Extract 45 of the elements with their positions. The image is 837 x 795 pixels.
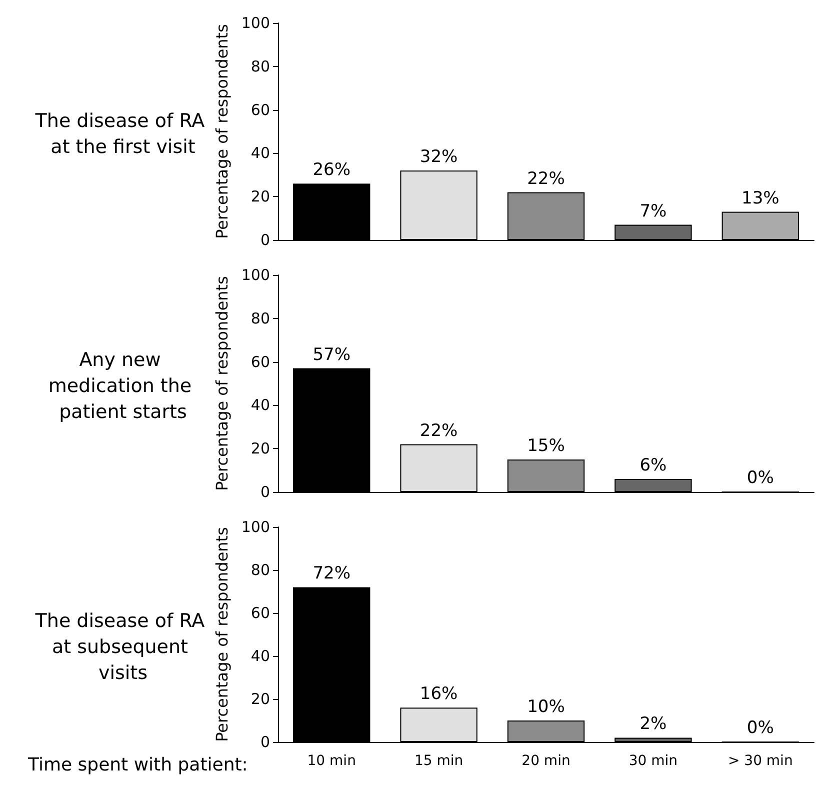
y-tick-label: 60 xyxy=(250,352,270,371)
text: The disease of RA at subsequent visits xyxy=(34,610,211,684)
y-tick-label: 0 xyxy=(260,483,270,501)
y-tick-label: 20 xyxy=(250,690,270,708)
y-tick-label: 80 xyxy=(250,309,270,328)
data-label: 57% xyxy=(312,344,350,365)
y-tick-label: 80 xyxy=(250,561,270,579)
data-label: 13% xyxy=(742,188,780,208)
data-label: 15% xyxy=(527,436,565,456)
y-tick-label: 80 xyxy=(250,57,270,76)
y-tick-label: 100 xyxy=(241,14,270,32)
data-label: 0% xyxy=(746,718,774,738)
y-tick-label: 100 xyxy=(241,266,270,284)
data-label: 72% xyxy=(312,564,350,584)
data-label: 16% xyxy=(420,684,458,704)
y-tick-label: 60 xyxy=(250,604,270,622)
y-tick-label: 40 xyxy=(250,647,270,665)
x-tick-label: 10 min xyxy=(307,753,356,769)
data-label: 10% xyxy=(527,697,565,717)
data-label: 26% xyxy=(312,160,350,180)
y-tick-label: 60 xyxy=(250,100,270,119)
data-label: 2% xyxy=(640,714,667,734)
x-tick-label: 20 min xyxy=(522,753,570,769)
x-axis-title: Time spent with patient: xyxy=(27,754,248,776)
text: The disease of RA at the first visit xyxy=(34,110,211,158)
data-label: 22% xyxy=(527,168,565,189)
y-axis-title: Percentage of respondents xyxy=(212,527,232,742)
y-tick-label: 40 xyxy=(250,144,270,162)
y-tick-label: 0 xyxy=(260,231,270,249)
y-tick-label: 100 xyxy=(241,518,270,536)
data-label: 6% xyxy=(640,455,667,476)
y-tick-label: 20 xyxy=(250,188,270,206)
data-label: 32% xyxy=(420,147,458,168)
data-label: 0% xyxy=(746,468,774,488)
text: Any new medication the patient starts xyxy=(48,349,198,423)
data-label: 7% xyxy=(640,201,667,222)
data-label: 22% xyxy=(420,420,458,441)
y-tick-label: 40 xyxy=(250,396,270,414)
y-axis-title: Percentage of respondents xyxy=(212,24,232,239)
x-tick-label: 15 min xyxy=(414,753,464,769)
y-tick-label: 0 xyxy=(260,733,270,751)
x-tick-label: > 30 min xyxy=(728,753,793,769)
x-tick-label: 30 min xyxy=(628,753,678,769)
y-axis-title: Percentage of respondents xyxy=(212,276,232,491)
y-tick-label: 20 xyxy=(250,440,270,458)
